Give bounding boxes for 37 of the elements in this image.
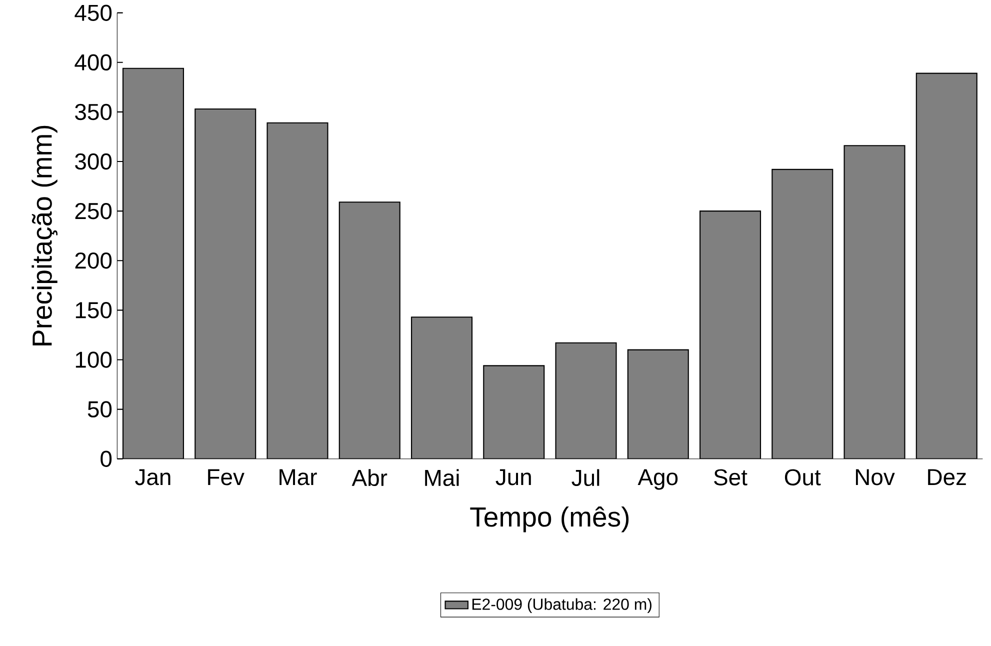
y-tick-label: 250 xyxy=(75,202,112,220)
x-tick-label: Out xyxy=(784,469,821,486)
y-tick-label: 100 xyxy=(76,352,112,368)
bar xyxy=(484,366,544,459)
bar xyxy=(195,109,256,459)
x-tick-label: Jul xyxy=(572,469,600,486)
x-tick-label: Set xyxy=(714,469,748,486)
bar xyxy=(267,122,328,459)
bar xyxy=(628,350,688,459)
x-axis-title: Tempo (mês) xyxy=(470,506,629,532)
bar xyxy=(412,317,472,459)
y-axis-title: Precipitação (mm) xyxy=(32,126,58,346)
y-tick-label: 0 xyxy=(100,450,112,467)
x-tick-label: Jun xyxy=(496,469,531,486)
bar xyxy=(339,202,400,459)
bar xyxy=(556,342,616,459)
x-tick-label: Mar xyxy=(280,469,317,486)
bar xyxy=(700,211,760,459)
y-tick-label: 400 xyxy=(74,54,112,71)
bar xyxy=(772,169,833,459)
x-tick-label: Abr xyxy=(352,469,388,486)
y-tick-label: 50 xyxy=(88,401,112,418)
x-tick-label: Jan xyxy=(135,469,170,486)
x-tick-label: Ago xyxy=(638,469,678,490)
y-tick-label: 200 xyxy=(75,252,112,269)
bar xyxy=(916,72,978,459)
x-tick-label: Dez xyxy=(928,469,966,486)
y-tick-label: 150 xyxy=(76,302,112,318)
y-tick-label: 350 xyxy=(75,104,112,120)
x-tick-label: Fev xyxy=(208,469,244,486)
bar xyxy=(844,146,905,459)
x-tick-label: Mai xyxy=(425,469,459,486)
bar xyxy=(123,68,184,459)
y-tick-label: 300 xyxy=(75,153,112,170)
legend-label: E2-009 (Ubatuba: 220 m) xyxy=(472,598,652,614)
y-tick-label: 450 xyxy=(74,4,112,22)
x-tick-label: Nov xyxy=(856,469,895,486)
